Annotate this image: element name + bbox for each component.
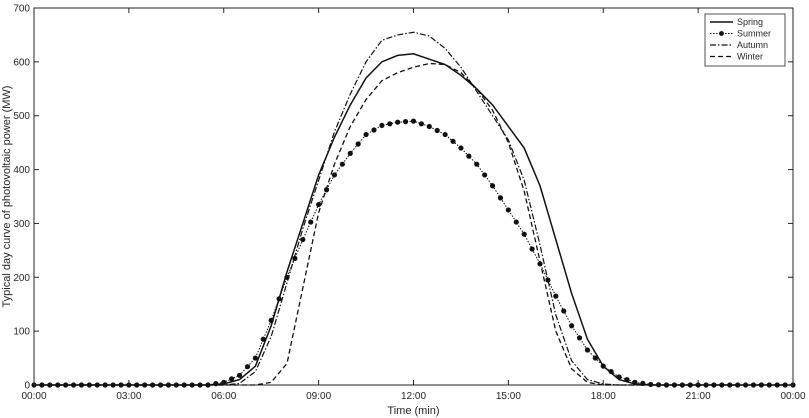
- series-point-summer: [229, 376, 235, 382]
- series-point-summer: [576, 335, 583, 341]
- series-point-summer: [142, 382, 148, 388]
- x-tick-label: 03:00: [116, 391, 141, 402]
- series-point-summer: [347, 150, 353, 157]
- series-point-summer: [331, 172, 338, 178]
- series-point-summer: [316, 201, 322, 208]
- y-tick-label: 0: [24, 381, 30, 392]
- y-tick-label: 500: [13, 111, 30, 122]
- legend-label-summer: Summer: [737, 29, 771, 39]
- series-layer: [31, 31, 796, 388]
- legend-label-autumn: Autumn: [737, 40, 768, 50]
- series-point-summer: [545, 277, 551, 283]
- series-point-summer: [418, 121, 425, 127]
- legend-label-spring: Spring: [737, 17, 763, 27]
- series-line-summer: [34, 120, 793, 386]
- series-line-autumn: [34, 31, 793, 386]
- series-point-summer: [505, 207, 511, 213]
- series-point-summer: [489, 183, 496, 189]
- series-point-summer: [371, 127, 377, 133]
- y-tick-label: 700: [13, 4, 30, 15]
- series-point-summer: [387, 121, 393, 127]
- x-axis-label: Time (min): [387, 405, 439, 417]
- series-point-summer: [600, 363, 606, 369]
- series-point-summer: [513, 219, 519, 225]
- series-point-summer: [379, 122, 385, 129]
- x-tick-label: 00:00: [780, 391, 805, 402]
- x-tick-label: 21:00: [686, 391, 711, 402]
- series-point-summer: [355, 141, 361, 147]
- series-point-summer: [134, 382, 140, 388]
- series-point-summer: [410, 118, 417, 124]
- series-point-summer: [402, 119, 409, 125]
- series-point-summer: [442, 131, 448, 138]
- series-point-summer: [561, 308, 567, 314]
- series-point-summer: [300, 236, 306, 243]
- y-tick-label: 200: [13, 273, 30, 284]
- series-point-summer: [466, 153, 472, 159]
- series-point-summer: [268, 317, 274, 323]
- x-axis-ticks: 00:00 03:00 06:00 09:00 12:00 15:00 18:00 21:00…: [21, 8, 806, 402]
- series-point-summer: [339, 161, 345, 167]
- series-point-summer: [395, 119, 401, 125]
- y-tick-label: 300: [13, 219, 30, 230]
- series-point-summer: [450, 138, 456, 144]
- series-point-summer: [497, 195, 504, 201]
- x-tick-label: 09:00: [306, 391, 331, 402]
- series-point-summer: [426, 123, 432, 130]
- series-point-summer: [624, 377, 630, 383]
- y-tick-label: 100: [13, 327, 30, 338]
- y-axis-label: Typical day curve of photovoltaic power …: [1, 86, 13, 308]
- series-point-summer: [39, 382, 45, 388]
- series-point-summer: [529, 246, 535, 252]
- series-point-summer: [292, 255, 298, 262]
- series-point-summer: [474, 161, 480, 167]
- series-point-summer: [569, 323, 575, 329]
- series-point-summer: [118, 382, 124, 388]
- series-point-summer: [648, 381, 654, 388]
- x-tick-label: 15:00: [496, 391, 521, 402]
- series-point-summer: [608, 368, 614, 375]
- series-point-summer: [244, 364, 251, 370]
- x-tick-label: 00:00: [21, 391, 46, 402]
- series-point-summer: [110, 382, 116, 388]
- series-point-summer: [363, 131, 369, 138]
- series-line-spring: [34, 53, 793, 386]
- series-point-summer: [616, 374, 622, 380]
- series-point-summer: [482, 172, 488, 178]
- series-point-summer: [308, 219, 314, 225]
- series-point-summer: [276, 296, 282, 302]
- series-point-summer: [584, 347, 591, 353]
- series-point-summer: [521, 231, 527, 237]
- legend-marker: [719, 31, 724, 36]
- y-tick-label: 400: [13, 165, 30, 176]
- series-point-summer: [632, 379, 638, 385]
- series-point-summer: [592, 355, 598, 361]
- legend-label-winter: Winter: [737, 52, 763, 62]
- x-tick-label: 18:00: [591, 391, 616, 402]
- series-point-summer: [434, 127, 440, 134]
- series-line-winter: [34, 62, 793, 386]
- y-tick-label: 600: [13, 57, 30, 68]
- x-tick-label: 12:00: [401, 391, 426, 402]
- x-tick-label: 06:00: [211, 391, 236, 402]
- series-point-summer: [236, 372, 243, 378]
- series-point-summer: [260, 336, 266, 342]
- y-axis-ticks: 0 100 200 300 400 500 600 700: [13, 4, 793, 392]
- plot-area: [33, 7, 794, 386]
- series-point-summer: [553, 293, 559, 299]
- series-point-summer: [252, 355, 258, 361]
- series-point-summer: [458, 145, 464, 151]
- series-point-summer: [165, 382, 172, 388]
